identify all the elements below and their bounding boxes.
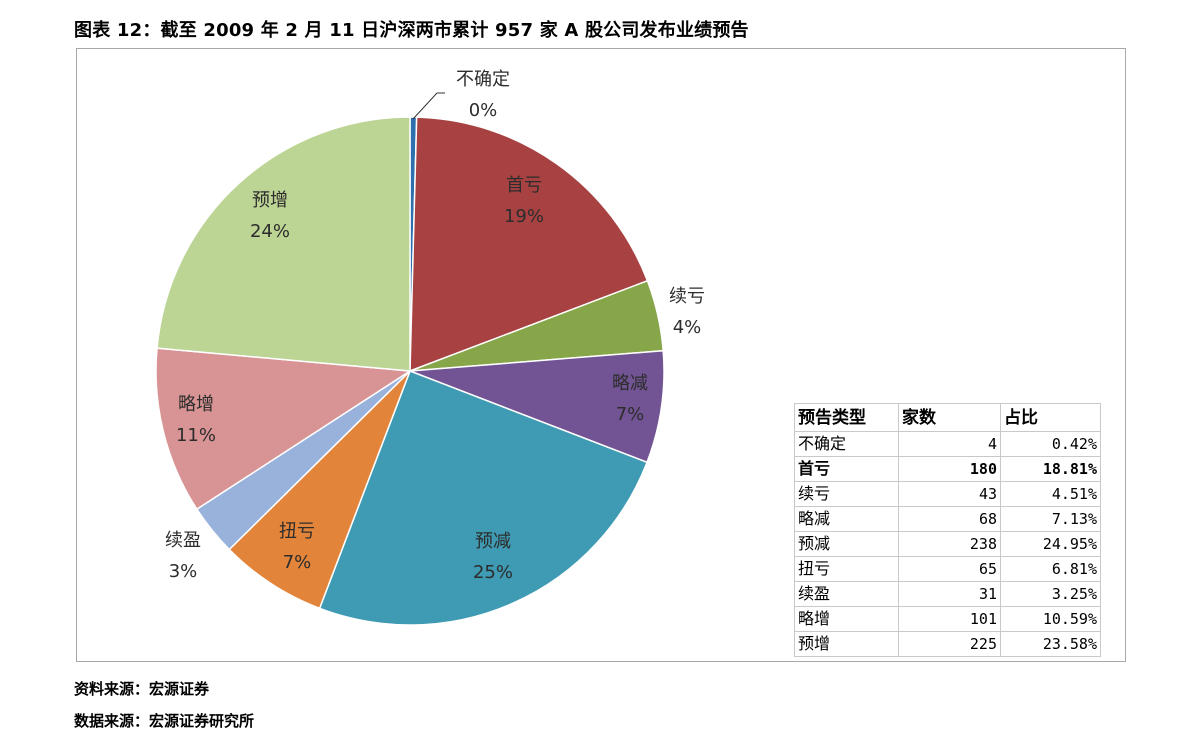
pie-chart: 不确定 0% 首亏 19% 续亏 4% 略减 7% 预减 25% 扭亏 7% 续盈 3% 略增 11% 预增 24… bbox=[155, 69, 705, 626]
table-row: 不确定 4 0.42% bbox=[794, 431, 1101, 457]
pie-slice-2 bbox=[409, 116, 649, 373]
cell-share: 10.59% bbox=[1000, 606, 1101, 632]
table-row: 预减 238 24.95% bbox=[794, 531, 1101, 557]
table-row: 略减 68 7.13% bbox=[794, 506, 1101, 532]
slice-label: 不确定 bbox=[456, 69, 510, 90]
cell-count: 101 bbox=[898, 606, 1001, 632]
slice-percent-label: 7% bbox=[616, 404, 645, 425]
chart-frame: 不确定 0% 首亏 19% 续亏 4% 略减 7% 预减 25% 扭亏 7% 续盈 3% 略增 11% 预增 24… bbox=[76, 48, 1126, 662]
slice-label: 略增 bbox=[178, 394, 214, 415]
slice-label: 扭亏 bbox=[279, 521, 315, 542]
figure-title: 图表 12：截至 2009 年 2 月 11 日沪深两市累计 957 家 A 股… bbox=[74, 20, 749, 41]
table-header-row: 预告类型 家数 占比 bbox=[794, 403, 1101, 432]
cell-count: 180 bbox=[898, 456, 1001, 482]
cell-share: 0.42% bbox=[1000, 431, 1101, 457]
cell-share: 24.95% bbox=[1000, 531, 1101, 557]
table-row: 首亏 180 18.81% bbox=[794, 456, 1101, 482]
cell-count: 31 bbox=[898, 581, 1001, 607]
header-count: 家数 bbox=[898, 403, 1001, 432]
cell-count: 43 bbox=[898, 481, 1001, 507]
table-row: 扭亏 65 6.81% bbox=[794, 556, 1101, 582]
slice-label: 略减 bbox=[612, 373, 648, 394]
cell-type: 续亏 bbox=[794, 481, 899, 507]
slice-percent-label: 11% bbox=[176, 425, 216, 446]
slice-percent-label: 4% bbox=[673, 317, 702, 338]
table-row: 预增 225 23.58% bbox=[794, 631, 1101, 657]
slice-percent-label: 25% bbox=[473, 562, 513, 583]
slice-label: 续盈 bbox=[165, 530, 201, 551]
cell-type: 首亏 bbox=[794, 456, 899, 482]
slice-label: 首亏 bbox=[506, 175, 542, 196]
cell-type: 略减 bbox=[794, 506, 899, 532]
slice-label: 预减 bbox=[475, 531, 511, 552]
cell-type: 预增 bbox=[794, 631, 899, 657]
cell-type: 略增 bbox=[794, 606, 899, 632]
pie-slice-8 bbox=[155, 347, 413, 511]
cell-share: 7.13% bbox=[1000, 506, 1101, 532]
table-row: 续亏 43 4.51% bbox=[794, 481, 1101, 507]
table-row: 续盈 31 3.25% bbox=[794, 581, 1101, 607]
data-source-note: 数据来源：宏源证券研究所 bbox=[74, 712, 255, 730]
data-table: 预告类型 家数 占比 不确定 4 0.42% 首亏 180 18.81% 续亏 43 4.51%… bbox=[794, 403, 1101, 657]
pie-slice-5 bbox=[318, 370, 648, 626]
cell-type: 不确定 bbox=[794, 431, 899, 457]
slice-percent-label: 19% bbox=[504, 206, 544, 227]
slice-percent-label: 24% bbox=[250, 221, 290, 242]
cell-count: 65 bbox=[898, 556, 1001, 582]
cell-type: 扭亏 bbox=[794, 556, 899, 582]
cell-count: 68 bbox=[898, 506, 1001, 532]
cell-share: 23.58% bbox=[1000, 631, 1101, 657]
cell-type: 续盈 bbox=[794, 581, 899, 607]
slice-percent-label: 3% bbox=[169, 561, 198, 582]
cell-share: 4.51% bbox=[1000, 481, 1101, 507]
slice-percent-label: 0% bbox=[469, 100, 498, 121]
cell-count: 4 bbox=[898, 431, 1001, 457]
slice-label: 续亏 bbox=[669, 286, 705, 307]
header-share: 占比 bbox=[1000, 403, 1101, 432]
cell-share: 18.81% bbox=[1000, 456, 1101, 482]
cell-count: 238 bbox=[898, 531, 1001, 557]
leader-line bbox=[412, 92, 445, 120]
table-row: 略增 101 10.59% bbox=[794, 606, 1101, 632]
slice-label: 预增 bbox=[252, 190, 288, 211]
pie-slice-9 bbox=[156, 116, 411, 372]
source-note: 资料来源：宏源证券 bbox=[74, 680, 210, 698]
header-type: 预告类型 bbox=[794, 403, 899, 432]
cell-type: 预减 bbox=[794, 531, 899, 557]
cell-count: 225 bbox=[898, 631, 1001, 657]
cell-share: 3.25% bbox=[1000, 581, 1101, 607]
pie-slice-4 bbox=[409, 349, 665, 464]
pie-slice-6 bbox=[228, 370, 411, 610]
cell-share: 6.81% bbox=[1000, 556, 1101, 582]
slice-percent-label: 7% bbox=[283, 552, 312, 573]
